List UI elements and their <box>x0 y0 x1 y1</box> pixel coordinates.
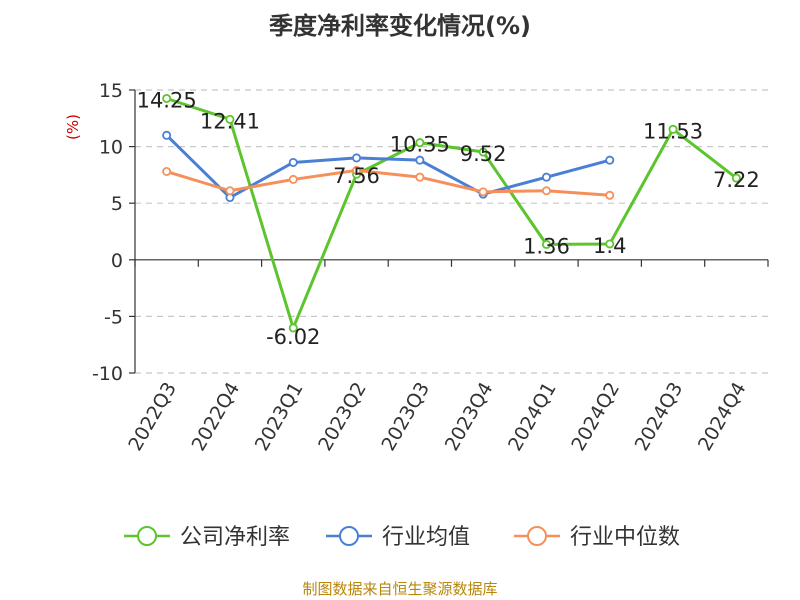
data-point <box>225 186 235 196</box>
data-point <box>415 138 425 148</box>
series-line <box>166 97 738 330</box>
legend: 公司净利率 行业均值 行业中位数 <box>124 525 680 550</box>
data-point <box>478 147 488 157</box>
y-tick-label: -10 <box>92 363 123 385</box>
data-label: 12.41 <box>200 109 260 133</box>
data-label: 7.22 <box>713 168 760 192</box>
data-point <box>162 130 172 140</box>
data-point <box>668 124 678 134</box>
data-point <box>478 187 488 197</box>
data-point <box>541 239 551 249</box>
x-tick-label: 2024Q3 <box>631 379 688 455</box>
y-axis-unit: (%) <box>64 114 82 140</box>
source-note: 制图数据来自恒生聚源数据库 <box>302 580 498 598</box>
series-2 <box>162 165 615 200</box>
x-tick-label: 2023Q1 <box>251 379 308 455</box>
data-label: 14.25 <box>137 88 197 112</box>
legend-item-1: 行业均值 <box>326 525 470 550</box>
data-label: 7.56 <box>333 164 380 188</box>
x-tick-label: 2023Q3 <box>377 379 434 455</box>
x-tick-label: 2024Q2 <box>567 379 624 455</box>
data-point <box>605 190 615 200</box>
data-point <box>162 167 172 177</box>
data-point <box>731 173 741 183</box>
data-point <box>415 172 425 182</box>
data-label: 10.35 <box>390 133 450 157</box>
legend-label: 公司净利率 <box>180 525 290 550</box>
x-tick-label: 2024Q4 <box>694 379 751 455</box>
data-label: -6.02 <box>266 325 320 349</box>
data-point <box>541 172 551 182</box>
y-tick-label: 0 <box>111 250 123 272</box>
data-point <box>605 155 615 165</box>
y-tick-label: 5 <box>111 193 123 215</box>
x-tick-label: 2024Q1 <box>504 379 561 455</box>
legend-label: 行业中位数 <box>570 525 680 550</box>
series-lines <box>162 93 741 333</box>
x-tick-label: 2022Q3 <box>124 379 181 455</box>
data-point <box>162 93 172 103</box>
legend-item-0: 公司净利率 <box>124 525 290 550</box>
legend-marker <box>527 526 547 546</box>
series-1 <box>162 130 615 203</box>
legend-item-2: 行业中位数 <box>514 525 680 550</box>
y-tick-label: 10 <box>99 137 123 159</box>
data-label: 1.4 <box>593 234 626 258</box>
x-tick-label: 2023Q4 <box>441 379 498 455</box>
data-point <box>288 323 298 333</box>
legend-marker <box>137 526 157 546</box>
data-label: 9.52 <box>460 142 507 166</box>
data-point <box>352 153 362 163</box>
data-point <box>288 174 298 184</box>
data-point <box>541 186 551 196</box>
legend-marker <box>339 526 359 546</box>
x-tick-label: 2022Q4 <box>188 379 245 455</box>
series-line <box>166 168 610 197</box>
data-point <box>415 155 425 165</box>
data-label: 11.53 <box>643 119 703 143</box>
chart-title: 季度净利率变化情况(%) <box>269 12 531 40</box>
y-tick-label: -5 <box>104 306 123 328</box>
data-point <box>288 157 298 167</box>
data-point <box>605 239 615 249</box>
data-point <box>352 165 362 175</box>
x-tick-label: 2023Q2 <box>314 379 371 455</box>
series-line <box>165 134 611 200</box>
data-point <box>225 114 235 124</box>
legend-label: 行业均值 <box>382 525 470 550</box>
data-label: 1.36 <box>523 234 570 258</box>
y-tick-label: 15 <box>99 80 123 102</box>
